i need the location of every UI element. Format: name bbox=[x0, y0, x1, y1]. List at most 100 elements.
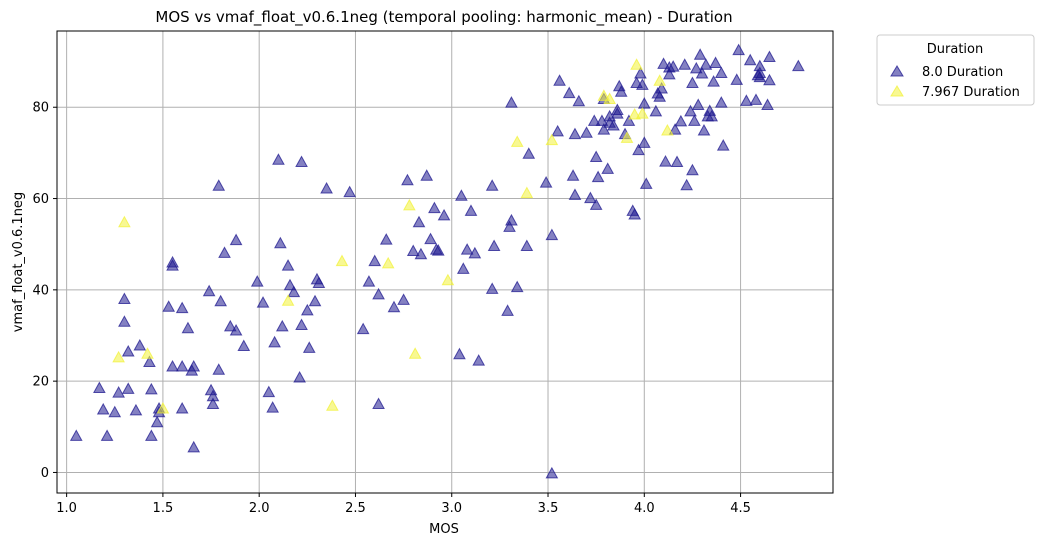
data-point bbox=[791, 59, 805, 72]
data-point bbox=[753, 66, 767, 78]
data-point bbox=[510, 280, 524, 293]
data-point bbox=[100, 429, 114, 441]
legend-marker-series-2 bbox=[890, 85, 904, 97]
data-point bbox=[468, 246, 482, 259]
data-point bbox=[326, 399, 339, 411]
data-point bbox=[320, 181, 333, 194]
data-point bbox=[763, 73, 776, 86]
data-point bbox=[562, 86, 576, 99]
data-point bbox=[368, 254, 382, 267]
data-point bbox=[268, 335, 281, 348]
y-tick-label: 80 bbox=[32, 101, 49, 116]
data-point bbox=[262, 385, 276, 398]
data-point bbox=[680, 178, 694, 191]
data-point bbox=[406, 244, 420, 257]
data-point bbox=[670, 155, 684, 168]
data-point bbox=[187, 440, 201, 453]
data-point bbox=[300, 303, 314, 316]
data-point bbox=[335, 254, 349, 267]
data-point bbox=[166, 259, 179, 271]
data-point bbox=[601, 162, 615, 174]
data-point bbox=[487, 239, 501, 252]
grid-lines bbox=[57, 31, 833, 493]
data-point bbox=[716, 139, 730, 151]
data-point bbox=[553, 74, 566, 86]
data-point bbox=[343, 185, 357, 198]
data-point bbox=[636, 107, 649, 119]
data-point bbox=[662, 67, 676, 80]
data-point bbox=[118, 315, 131, 327]
data-point bbox=[275, 319, 289, 332]
data-point bbox=[175, 402, 189, 414]
x-tick-label: 4.5 bbox=[730, 501, 751, 516]
data-point bbox=[653, 90, 667, 102]
series-2 bbox=[112, 58, 674, 414]
data-point bbox=[212, 179, 226, 191]
data-point bbox=[223, 319, 237, 332]
data-point bbox=[403, 198, 416, 211]
data-point bbox=[145, 429, 158, 441]
data-point bbox=[295, 155, 308, 168]
data-point bbox=[464, 204, 478, 216]
data-point bbox=[150, 415, 164, 428]
data-point bbox=[218, 246, 231, 258]
data-point bbox=[572, 94, 586, 107]
data-point bbox=[143, 355, 156, 367]
plot-frame bbox=[56, 30, 834, 494]
data-point bbox=[740, 94, 753, 106]
data-point bbox=[431, 244, 445, 256]
data-point bbox=[302, 341, 316, 353]
data-point bbox=[424, 232, 437, 245]
data-point bbox=[401, 173, 414, 186]
data-point bbox=[295, 318, 308, 330]
data-point bbox=[568, 188, 582, 200]
data-point bbox=[714, 96, 728, 108]
y-tick-label: 40 bbox=[32, 283, 49, 298]
data-point bbox=[545, 466, 559, 479]
legend-label-series-1: 8.0 Duration bbox=[922, 65, 1003, 80]
data-point bbox=[653, 74, 667, 86]
data-point bbox=[96, 402, 110, 415]
data-point bbox=[293, 370, 306, 383]
data-point bbox=[545, 228, 559, 241]
data-point bbox=[691, 98, 705, 110]
data-point bbox=[636, 78, 649, 90]
data-point bbox=[580, 126, 593, 138]
legend-title: Duration bbox=[927, 42, 983, 57]
data-point bbox=[603, 92, 616, 105]
data-point bbox=[761, 98, 774, 110]
data-point bbox=[408, 347, 422, 359]
data-point bbox=[175, 301, 189, 314]
data-point bbox=[187, 360, 201, 372]
data-point bbox=[485, 179, 499, 191]
data-point bbox=[520, 186, 534, 199]
y-tick-label: 60 bbox=[32, 192, 49, 207]
series-1 bbox=[69, 43, 805, 479]
data-point bbox=[456, 262, 470, 274]
data-point bbox=[591, 170, 605, 183]
data-point bbox=[749, 93, 763, 105]
data-point bbox=[472, 354, 486, 366]
data-point bbox=[763, 50, 776, 63]
data-point bbox=[678, 58, 692, 70]
data-point bbox=[93, 381, 106, 393]
data-point bbox=[141, 347, 154, 359]
data-point bbox=[129, 403, 143, 416]
data-point bbox=[634, 66, 647, 79]
data-point bbox=[589, 198, 603, 210]
x-axis-label: MOS bbox=[429, 522, 459, 537]
data-point bbox=[659, 155, 672, 167]
data-point bbox=[649, 104, 663, 117]
data-point bbox=[637, 97, 651, 109]
data-point bbox=[686, 163, 699, 176]
data-point bbox=[283, 278, 297, 291]
y-tick-label: 20 bbox=[32, 375, 49, 390]
data-point bbox=[657, 57, 670, 69]
data-point bbox=[214, 294, 228, 307]
data-point bbox=[145, 382, 158, 395]
data-point bbox=[637, 136, 651, 148]
data-point bbox=[551, 124, 564, 137]
data-point bbox=[597, 89, 611, 101]
data-point bbox=[503, 220, 516, 232]
